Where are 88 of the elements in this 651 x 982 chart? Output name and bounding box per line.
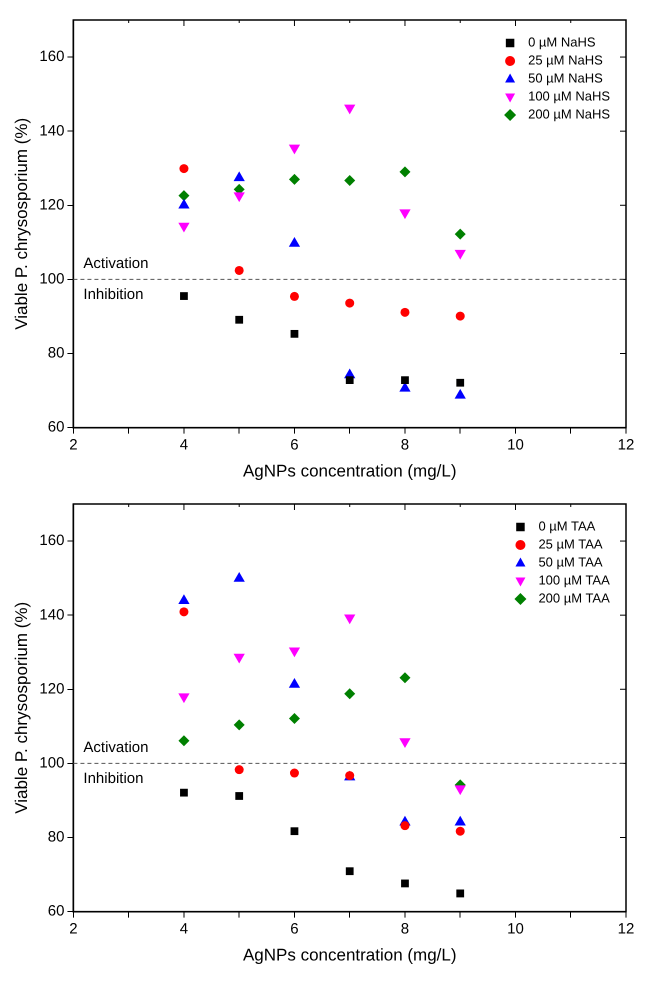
y-axis-title: Viable P. chrysosporium (%) xyxy=(12,118,31,330)
point xyxy=(235,316,244,324)
x-tick-label: 2 xyxy=(69,436,78,454)
point xyxy=(288,174,300,185)
annotation: Activation xyxy=(83,739,148,756)
legend-label: 100 µM TAA xyxy=(538,572,610,588)
y-tick-label: 80 xyxy=(48,828,64,846)
legend-label: 0 µM NaHS xyxy=(528,34,596,50)
point xyxy=(234,719,245,730)
legend-label: 50 µM NaHS xyxy=(528,70,604,86)
point xyxy=(399,166,410,178)
x-axis-title: AgNPs concentration (mg/L) xyxy=(242,945,456,964)
x-tick-label: 10 xyxy=(507,436,524,454)
annotation: Inhibition xyxy=(83,770,144,788)
y-tick-label: 60 xyxy=(48,902,64,920)
legend-label: 0 µM TAA xyxy=(538,518,596,534)
point xyxy=(234,192,245,202)
x-tick-label: 8 xyxy=(400,436,410,454)
annotation: Activation xyxy=(83,255,148,272)
point xyxy=(454,228,466,240)
x-tick-label: 10 xyxy=(507,920,524,938)
point xyxy=(344,614,356,624)
point xyxy=(399,209,411,220)
point xyxy=(234,765,244,774)
point xyxy=(288,647,300,658)
x-tick-label: 2 xyxy=(69,920,78,938)
point xyxy=(344,174,356,186)
point xyxy=(288,144,300,154)
x-tick-label: 4 xyxy=(180,920,188,938)
y-tick-label: 100 xyxy=(39,754,64,772)
point xyxy=(346,376,354,384)
point xyxy=(454,785,466,796)
point xyxy=(178,222,190,233)
x-tick-label: 12 xyxy=(618,436,634,454)
x-tick-label: 12 xyxy=(618,920,634,938)
annotation: Inhibition xyxy=(83,286,144,304)
legend-label: 200 µM TAA xyxy=(538,590,610,606)
legend-label: 25 µM TAA xyxy=(538,536,603,552)
y-tick-label: 80 xyxy=(48,344,64,362)
point xyxy=(234,266,244,275)
point xyxy=(345,298,354,308)
y-tick-label: 100 xyxy=(39,270,64,288)
legend-label: 200 µM NaHS xyxy=(528,106,610,122)
point xyxy=(180,292,188,300)
point xyxy=(290,827,298,836)
point xyxy=(344,104,356,114)
point xyxy=(400,308,410,317)
point xyxy=(290,768,299,778)
point xyxy=(454,250,466,260)
point xyxy=(456,826,465,836)
y-tick-label: 160 xyxy=(39,532,64,550)
point xyxy=(179,164,188,174)
x-tick-label: 4 xyxy=(180,436,188,454)
y-tick-label: 120 xyxy=(39,196,64,214)
point xyxy=(178,190,190,202)
point xyxy=(401,376,409,384)
point xyxy=(178,735,190,746)
y-tick-label: 140 xyxy=(39,606,64,624)
point xyxy=(180,788,188,797)
point xyxy=(399,672,410,684)
point xyxy=(290,330,298,338)
x-tick-label: 8 xyxy=(400,920,410,938)
y-tick-label: 120 xyxy=(39,680,64,698)
point xyxy=(179,607,188,616)
point xyxy=(346,867,354,876)
x-tick-label: 6 xyxy=(290,920,299,938)
legend-label: 25 µM NaHS xyxy=(528,52,604,68)
point xyxy=(456,378,464,387)
y-tick-label: 140 xyxy=(39,122,64,140)
point xyxy=(234,654,245,664)
point xyxy=(235,792,244,800)
point xyxy=(456,890,464,898)
legend-label: 100 µM NaHS xyxy=(528,88,610,104)
point xyxy=(456,312,465,321)
point xyxy=(178,693,190,704)
y-tick-label: 60 xyxy=(48,418,64,436)
point xyxy=(454,388,466,399)
x-axis-title: AgNPs concentration (mg/L) xyxy=(242,461,456,480)
point xyxy=(400,821,410,830)
legend-label: 50 µM TAA xyxy=(538,554,603,570)
y-tick-label: 160 xyxy=(39,48,64,66)
point xyxy=(344,688,356,700)
point xyxy=(399,738,411,748)
y-axis-title: Viable P. chrysosporium (%) xyxy=(12,602,31,814)
point xyxy=(288,713,300,724)
point xyxy=(290,292,299,301)
point xyxy=(401,880,409,888)
x-tick-label: 6 xyxy=(290,436,299,454)
